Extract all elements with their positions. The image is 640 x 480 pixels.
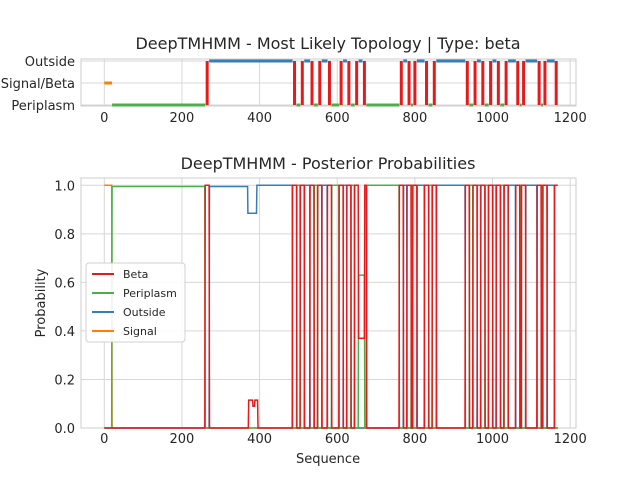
posterior-x-axis-label: Sequence bbox=[296, 452, 360, 467]
posterior-x-tick-label: 200 bbox=[170, 432, 195, 447]
topology-x-tick-label: 800 bbox=[402, 111, 427, 126]
posterior-legend: Beta Periplasm Outside Signal bbox=[85, 262, 186, 343]
posterior-y-tick-label: 0.4 bbox=[54, 325, 75, 340]
topology-chart-title: DeepTMHMM - Most Likely Topology | Type:… bbox=[135, 34, 520, 53]
topology-y-tick-label: Periplasm bbox=[11, 99, 75, 114]
posterior-y-tick-label: 0.2 bbox=[54, 373, 75, 388]
posterior-line-beta bbox=[104, 184, 558, 429]
topology-y-tick-label: Outside bbox=[25, 55, 75, 70]
posterior-tick-labels: 0 200 400 600 800 1000 1200 0.0 0.2 0.4 0.6 0.8 1.0 bbox=[54, 179, 586, 447]
posterior-x-tick-label: 400 bbox=[247, 432, 272, 447]
topology-x-tick-label: 0 bbox=[100, 111, 108, 126]
posterior-y-tick-label: 0.6 bbox=[54, 276, 75, 291]
posterior-y-tick-label: 0.0 bbox=[54, 422, 75, 437]
posterior-x-tick-label: 600 bbox=[325, 432, 350, 447]
topology-y-tick-label: Signal/Beta bbox=[1, 77, 75, 92]
posterior-x-tick-label: 800 bbox=[402, 432, 427, 447]
posterior-x-tick-label: 1200 bbox=[554, 432, 587, 447]
legend-label-outside: Outside bbox=[123, 306, 166, 319]
topology-x-tick-label: 200 bbox=[170, 111, 195, 126]
posterior-y-tick-label: 1.0 bbox=[54, 179, 75, 194]
topology-tick-labels: 0 200 400 600 800 1000 1200 Outside Signal/Beta P… bbox=[1, 55, 587, 126]
legend-label-beta: Beta bbox=[123, 268, 148, 281]
posterior-chart-title: DeepTMHMM - Posterior Probabilities bbox=[181, 154, 476, 173]
legend-label-periplasm: Periplasm bbox=[123, 287, 177, 300]
posterior-x-tick-label: 0 bbox=[100, 432, 108, 447]
topology-x-tick-label: 600 bbox=[325, 111, 350, 126]
posterior-y-axis-label: Probability bbox=[34, 268, 49, 337]
topology-marks bbox=[104, 59, 558, 107]
topology-x-tick-label: 1200 bbox=[554, 111, 587, 126]
topology-plot-frame bbox=[80, 58, 577, 107]
posterior-marks bbox=[104, 184, 558, 429]
posterior-line-periplasm bbox=[104, 184, 558, 429]
legend-label-signal: Signal bbox=[123, 325, 157, 338]
topology-x-tick-label: 1000 bbox=[476, 111, 509, 126]
topology-x-tick-label: 400 bbox=[247, 111, 272, 126]
posterior-y-tick-label: 0.8 bbox=[54, 228, 75, 243]
posterior-x-tick-label: 1000 bbox=[476, 432, 509, 447]
